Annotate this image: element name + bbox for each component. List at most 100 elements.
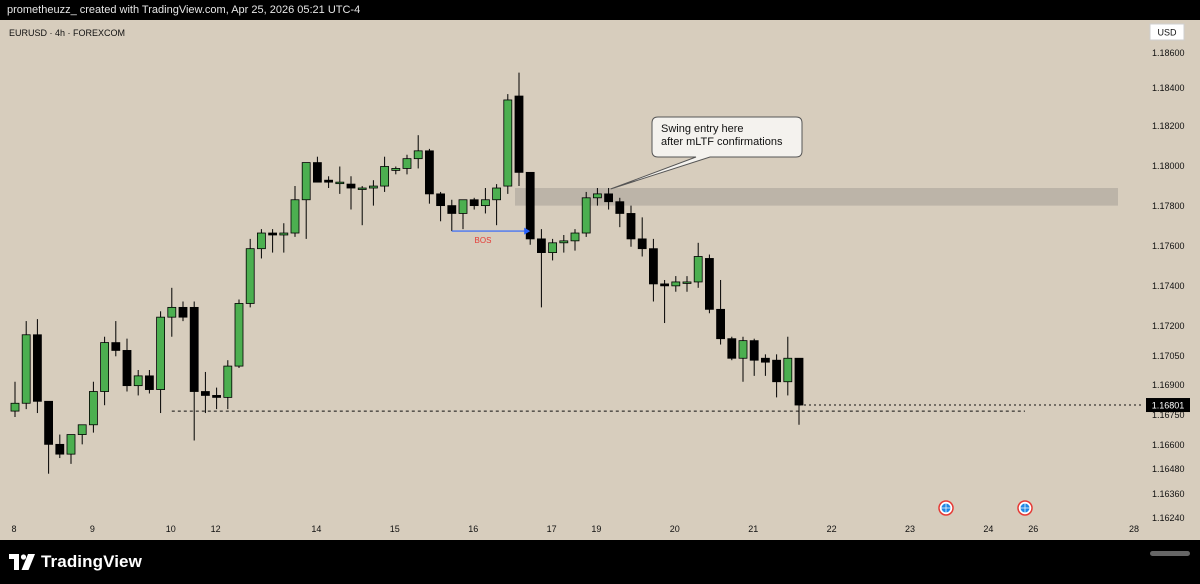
bull-candle-body (570, 232, 580, 242)
bear-candle-body (537, 238, 546, 253)
bull-candle-body (133, 375, 143, 387)
bear-candle-body (637, 238, 647, 250)
bull-candle-body (234, 303, 244, 367)
tradingview-brand: TradingView (41, 552, 142, 571)
bear-candle-body (436, 193, 446, 207)
candle (301, 162, 311, 239)
price-tick-label: 1.17600 (1152, 241, 1185, 251)
candle (156, 311, 166, 414)
bull-candle-body (581, 197, 591, 234)
economic-event-icon[interactable] (938, 500, 954, 516)
bull-candle-body (682, 281, 692, 284)
candle (324, 176, 334, 189)
bear-candle-body (772, 359, 781, 383)
bull-candle-body (357, 187, 367, 190)
bull-candle-body (380, 166, 390, 187)
time-tick-label: 8 (11, 524, 16, 534)
candle (21, 321, 31, 410)
candle (615, 197, 625, 228)
time-tick-label: 21 (748, 524, 758, 534)
candle (469, 197, 479, 210)
candle (200, 371, 210, 414)
bull-candle-body (89, 391, 98, 426)
price-axis-background (1143, 20, 1200, 540)
candle (447, 199, 457, 232)
last-price-tag (1146, 398, 1190, 413)
bull-candle-body (503, 99, 513, 187)
bear-candle-body (525, 171, 535, 240)
bull-candle-body (413, 150, 423, 160)
bear-candle-body (626, 213, 636, 240)
last-price-label: 1.16801 (1152, 401, 1185, 411)
bull-candle-body (301, 162, 311, 201)
price-tick-label: 1.18200 (1152, 121, 1185, 131)
bear-candle-body (200, 391, 210, 396)
bull-candle-body (593, 193, 602, 199)
bear-candle-body (111, 342, 121, 351)
tradingview-logo[interactable]: TradingView (9, 552, 142, 572)
bos-arrow-head (524, 227, 531, 235)
time-tick-label: 15 (390, 524, 400, 534)
price-tick-label: 1.17050 (1152, 351, 1185, 361)
candle (593, 188, 602, 206)
candle (413, 135, 423, 169)
candle (111, 321, 121, 357)
bull-candle-body (368, 185, 378, 189)
bear-candle-body (312, 162, 322, 183)
time-tick-label: 9 (90, 524, 95, 534)
bear-candle-body (761, 357, 770, 363)
candle (671, 276, 681, 292)
time-tick-label: 10 (166, 524, 176, 534)
time-tick-label: 20 (670, 524, 680, 534)
candle (245, 238, 255, 308)
bull-candle-body (256, 232, 266, 250)
candle (660, 279, 669, 324)
snapshot-caption: prometheuzz_ created with TradingView.co… (7, 4, 361, 16)
candle (55, 434, 65, 459)
bull-candle-body (66, 434, 76, 455)
candle (391, 166, 401, 175)
candle (256, 229, 266, 259)
candle (794, 357, 804, 425)
scrollbar-thumb[interactable] (1150, 551, 1190, 556)
candle (346, 176, 356, 210)
candle (189, 301, 199, 441)
price-tick-label: 1.16240 (1152, 513, 1185, 523)
price-tick-label: 1.17400 (1152, 281, 1185, 291)
bull-candle-body (402, 158, 412, 169)
candle (716, 279, 725, 345)
bear-candle-body (749, 340, 759, 361)
candle (144, 369, 154, 394)
bull-candle-body (671, 281, 681, 287)
price-tick-label: 1.18400 (1152, 83, 1185, 93)
candle (335, 166, 345, 194)
candle (44, 400, 53, 474)
currency-button-label: USD (1157, 28, 1177, 38)
candle (212, 387, 222, 410)
price-tick-label: 1.16360 (1152, 489, 1185, 499)
candle (234, 299, 244, 369)
bull-candle-body (738, 340, 748, 359)
bear-candle-body (212, 395, 222, 398)
candle (178, 301, 188, 322)
price-tick-label: 1.18000 (1152, 161, 1185, 171)
candle (738, 336, 748, 382)
bear-candle-body (660, 283, 669, 287)
economic-event-icon[interactable] (1017, 500, 1033, 516)
bull-candle-body (100, 342, 109, 392)
price-tick-label: 1.17800 (1152, 201, 1185, 211)
annotation-text-line: Swing entry here (661, 123, 744, 135)
currency-button[interactable]: USD (1149, 23, 1185, 41)
candle (89, 381, 98, 433)
candle (525, 171, 535, 245)
annotation-callout[interactable] (610, 116, 803, 190)
footer-bar: TradingView (0, 540, 1200, 584)
candle (637, 217, 647, 257)
candle (100, 336, 109, 406)
price-tick-label: 1.18600 (1152, 48, 1185, 58)
bull-candle-body (10, 402, 20, 412)
bear-candle-body (615, 201, 625, 214)
candle (570, 229, 580, 251)
candle (649, 238, 658, 302)
